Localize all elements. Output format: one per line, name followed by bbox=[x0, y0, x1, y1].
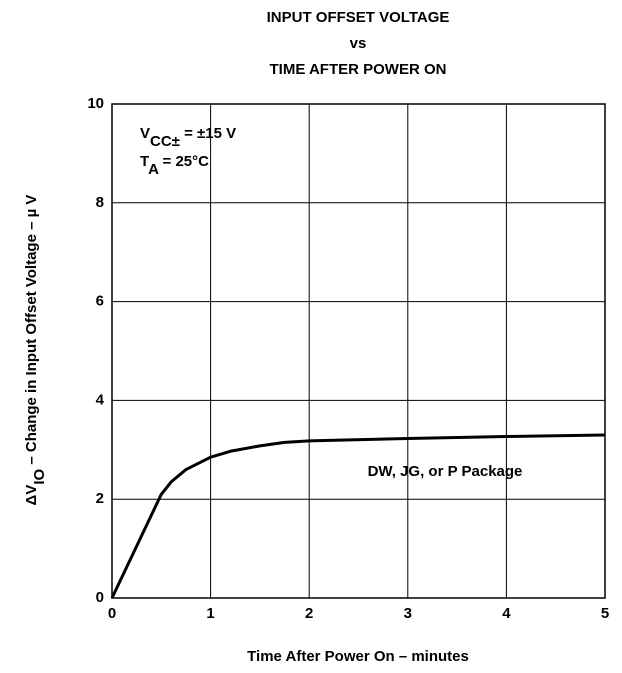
x-tick-label: 2 bbox=[305, 605, 313, 622]
condition-part: V bbox=[140, 125, 150, 142]
y-tick-label: 0 bbox=[96, 589, 104, 606]
y-tick-label: 6 bbox=[96, 293, 104, 310]
x-tick-label: 3 bbox=[404, 605, 412, 622]
y-label-part: – Change in Input Offset Voltage – µ V bbox=[23, 195, 40, 469]
title-line: INPUT OFFSET VOLTAGE bbox=[267, 9, 450, 26]
condition-part: = ±15 V bbox=[180, 125, 236, 142]
y-tick-label: 2 bbox=[96, 490, 104, 507]
y-label-part: ΔV bbox=[23, 485, 40, 506]
condition: VCC± = ±15 V bbox=[140, 125, 236, 151]
title-line: vs bbox=[350, 35, 367, 52]
data-line bbox=[110, 433, 606, 599]
condition-sub: A bbox=[148, 161, 159, 178]
y-tick-label: 4 bbox=[96, 391, 105, 408]
x-tick-label: 5 bbox=[601, 605, 609, 622]
condition-sub: CC± bbox=[150, 133, 180, 150]
x-tick-label: 0 bbox=[108, 605, 116, 622]
x-tick-label: 4 bbox=[502, 605, 511, 622]
plot-frame bbox=[111, 103, 606, 599]
condition-part: T bbox=[140, 153, 149, 170]
y-axis-label: ΔVIO – Change in Input Offset Voltage – … bbox=[23, 195, 49, 506]
y-tick-label: 8 bbox=[96, 194, 104, 211]
y-tick-label: 10 bbox=[87, 95, 104, 112]
condition-part: = 25°C bbox=[158, 153, 209, 170]
title-line: TIME AFTER POWER ON bbox=[270, 61, 447, 78]
x-axis-label: Time After Power On – minutes bbox=[247, 648, 469, 665]
condition: TA = 25°C bbox=[140, 153, 209, 179]
x-tick-label: 1 bbox=[206, 605, 214, 622]
y-label-sub: IO bbox=[31, 468, 48, 484]
series-label: DW, JG, or P Package bbox=[368, 463, 523, 480]
